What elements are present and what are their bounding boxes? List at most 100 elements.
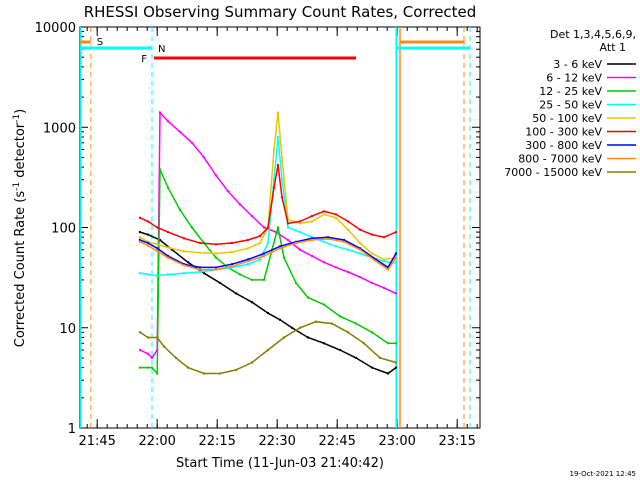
series-point-4 — [322, 213, 326, 216]
y-tick-label: 1 — [68, 422, 76, 437]
saa-marker-label: S — [97, 37, 103, 48]
series-point-0 — [186, 261, 190, 264]
series-point-5 — [258, 234, 262, 238]
series-point-7 — [326, 237, 330, 241]
series-point-5 — [146, 220, 150, 223]
series-point-1 — [226, 190, 230, 193]
series-point-1 — [358, 275, 362, 279]
series-point-0 — [306, 336, 310, 339]
series-point-5 — [346, 220, 350, 223]
series-point-0 — [394, 366, 398, 369]
series-point-3 — [322, 240, 326, 243]
series-point-4 — [382, 258, 386, 261]
series-point-5 — [230, 241, 234, 245]
x-tick-label: 22:30 — [258, 434, 295, 449]
legend-header-line2: Att 1 — [600, 41, 626, 54]
series-point-7 — [262, 254, 266, 258]
series-line-5 — [139, 164, 397, 246]
series-point-5 — [358, 228, 362, 231]
series-point-5 — [370, 233, 374, 236]
series-point-4 — [166, 246, 170, 249]
series-point-3 — [166, 273, 170, 276]
series-point-5 — [382, 236, 386, 239]
status-bars: S NF — [80, 27, 471, 428]
series-point-6 — [198, 266, 202, 269]
series-point-1 — [310, 254, 314, 258]
flare-marker-label: F — [141, 54, 147, 65]
series-point-8 — [146, 336, 150, 339]
series-point-0 — [338, 348, 342, 352]
series-point-7 — [386, 268, 390, 271]
x-tick-label: 22:00 — [138, 434, 175, 449]
series-point-6 — [342, 238, 346, 242]
x-tick-label: 23:00 — [378, 434, 415, 449]
series-line-2 — [140, 169, 396, 376]
y-tick-label: 1000 — [43, 121, 76, 136]
series-point-1 — [298, 248, 302, 251]
series-line-8 — [139, 320, 397, 375]
series-point-3 — [280, 178, 284, 181]
series-point-5 — [276, 163, 280, 167]
series-point-2 — [158, 168, 162, 171]
series-point-2 — [214, 256, 218, 259]
series-point-7 — [342, 240, 346, 243]
series-point-3 — [138, 272, 142, 275]
series-point-7 — [310, 238, 314, 242]
x-tick-label: 22:15 — [198, 434, 235, 449]
series-point-8 — [362, 342, 366, 345]
series-point-4 — [358, 241, 362, 245]
series-point-5 — [156, 226, 159, 229]
series-point-7 — [138, 240, 142, 243]
series-point-0 — [234, 292, 238, 295]
x-tick-label: 22:45 — [318, 434, 355, 449]
series-point-8 — [314, 320, 318, 323]
series-point-1 — [150, 356, 154, 360]
axis-ticks — [80, 27, 480, 429]
series-point-8 — [298, 326, 302, 329]
series-point-2 — [146, 366, 150, 369]
series-point-3 — [334, 245, 338, 248]
series-point-1 — [158, 111, 162, 114]
series-point-3 — [156, 274, 159, 277]
x-axis-label: Start Time (11-Jun-03 21:40:42) — [176, 456, 384, 471]
series-point-8 — [346, 331, 350, 334]
series-point-8 — [266, 348, 270, 352]
legend-label-2: 12 - 25 keV — [539, 85, 602, 98]
y-tick-label: 10 — [59, 322, 76, 337]
series-layer — [138, 110, 398, 376]
legend-label-1: 6 - 12 keV — [546, 72, 602, 85]
series-point-7 — [166, 256, 170, 259]
series-point-2 — [338, 315, 342, 318]
series-point-2 — [156, 372, 159, 375]
series-point-4 — [272, 148, 276, 151]
series-point-3 — [358, 252, 362, 255]
night-marker-label: N — [158, 44, 165, 55]
series-point-3 — [382, 260, 386, 263]
legend-label-0: 3 - 6 keV — [553, 58, 602, 71]
legend-header-line1: Det 1,3,4,5,6,9, — [550, 28, 636, 41]
series-point-2 — [138, 366, 142, 369]
series-point-4 — [138, 236, 142, 239]
series-point-6 — [394, 252, 398, 255]
series-line-4 — [139, 112, 397, 261]
series-point-5 — [322, 210, 326, 213]
series-point-5 — [182, 237, 186, 240]
series-point-6 — [278, 245, 282, 248]
series-point-4 — [230, 250, 234, 254]
x-tick-labels: 21:45 22:00 22:15 22:30 22:45 23:00 23:15 — [78, 434, 475, 449]
series-point-1 — [382, 286, 386, 290]
series-point-5 — [166, 230, 170, 234]
series-point-2 — [294, 281, 298, 285]
series-point-4 — [246, 247, 250, 250]
series-point-8 — [186, 366, 190, 369]
legend-label-6: 300 - 800 keV — [525, 139, 602, 152]
series-point-2 — [282, 256, 286, 259]
series-point-5 — [286, 222, 290, 225]
series-point-3 — [146, 273, 150, 276]
y-tick-labels: 1 10 100 1000 10000 — [35, 21, 76, 437]
series-point-7 — [198, 268, 202, 271]
series-point-4 — [298, 222, 302, 225]
series-point-5 — [198, 241, 202, 245]
series-point-1 — [262, 226, 266, 229]
